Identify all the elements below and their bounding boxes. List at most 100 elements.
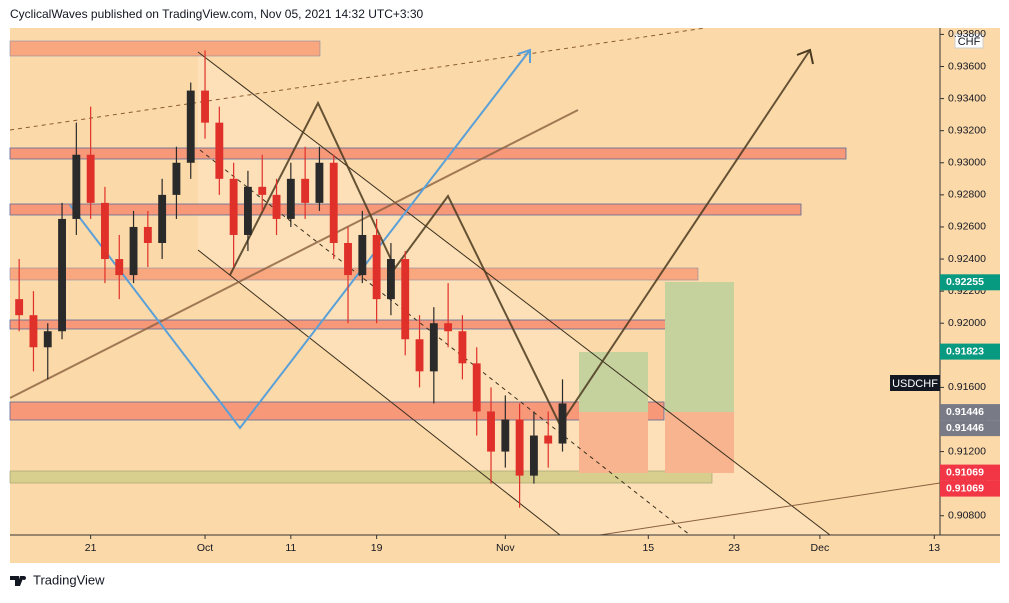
candle-body — [158, 194, 167, 243]
y-tick-label: 0.91200 — [948, 445, 986, 457]
y-tick-label: 0.92000 — [948, 317, 986, 329]
candle-body — [315, 162, 324, 203]
x-tick-label: 15 — [642, 542, 654, 554]
candle-body — [358, 234, 367, 276]
y-tick-label: 0.93600 — [948, 60, 986, 72]
logo-mark — [10, 576, 27, 586]
drawings — [9, 27, 941, 536]
projection — [229, 49, 811, 428]
target-box — [579, 352, 648, 412]
candle-body — [344, 242, 352, 276]
candle-body — [172, 162, 181, 195]
candle-body — [429, 323, 438, 372]
candle-body — [444, 323, 453, 332]
time-axis-bg — [10, 535, 1000, 563]
price-tag — [940, 464, 1000, 481]
price-tag-label: 0.92255 — [946, 276, 984, 288]
candle-body — [258, 186, 267, 195]
y-tick-label: 0.93400 — [948, 92, 986, 104]
footer: TradingView — [33, 572, 105, 587]
symbol-box — [890, 375, 940, 391]
trend-line — [599, 482, 941, 536]
stop-box — [665, 412, 734, 473]
candle-body — [329, 162, 338, 243]
logo: TradingView — [10, 572, 105, 587]
currency-box — [954, 33, 984, 49]
y-tick-label: 0.93800 — [948, 28, 986, 40]
candle-body — [415, 339, 424, 372]
target-box — [665, 282, 734, 412]
x-tick-label: 23 — [728, 542, 740, 554]
candle-body — [15, 299, 24, 316]
candle-body — [301, 178, 310, 203]
candle-body — [101, 202, 109, 260]
x-tick-label: 21 — [85, 542, 97, 554]
candle-body — [244, 186, 252, 235]
x-tick-label: 11 — [285, 542, 296, 554]
projection — [69, 49, 531, 430]
zone — [9, 203, 802, 216]
candle-body — [386, 259, 395, 300]
price-tag-label: 0.91446 — [946, 406, 984, 418]
price-tag-label: 0.91069 — [946, 466, 984, 478]
zone — [9, 147, 847, 160]
candle-body — [472, 363, 481, 412]
candles — [15, 50, 567, 508]
x-tick-label: Dec — [811, 542, 830, 554]
candle-body — [515, 419, 524, 476]
price-tag-label: 0.91446 — [946, 422, 984, 434]
candle-body — [72, 154, 81, 219]
candle-body — [286, 178, 295, 219]
candle-body — [458, 331, 467, 364]
x-tick-label: Nov — [496, 542, 515, 554]
candle-body — [143, 226, 152, 243]
x-tick-label: 13 — [928, 542, 940, 554]
candle-body — [58, 218, 66, 332]
candle-body — [529, 435, 538, 476]
price-tag-label: 0.91823 — [946, 345, 984, 357]
trend-line — [9, 27, 706, 131]
zone — [9, 401, 665, 421]
y-tick-label: 0.92600 — [948, 221, 986, 233]
currency: CHF — [958, 36, 981, 48]
price-tag-label: 0.91069 — [946, 482, 984, 494]
header: CyclicalWaves published on TradingView.c… — [10, 7, 424, 21]
candle-body — [129, 226, 138, 276]
y-tick-label: 0.92400 — [948, 253, 986, 265]
symbol: USDCHF — [892, 378, 938, 390]
x-tick-label: 19 — [371, 542, 383, 554]
candle-body — [29, 315, 38, 348]
candle-body — [544, 435, 553, 444]
candle-body — [229, 178, 238, 235]
x-tick-label: Oct — [197, 542, 213, 554]
zone — [9, 40, 321, 57]
candle-body — [43, 331, 52, 348]
price-tag — [940, 420, 1000, 437]
candle-body — [501, 419, 510, 452]
candle-body — [186, 90, 195, 163]
y-tick-label: 0.91600 — [948, 381, 986, 393]
price-tag — [940, 343, 1000, 360]
trend-line — [9, 109, 579, 399]
channel-line — [197, 249, 561, 536]
y-tick-label: 0.93200 — [948, 124, 986, 136]
zone — [9, 319, 706, 330]
candle-body — [558, 403, 567, 444]
candle-body — [115, 259, 124, 276]
y-tick-label: 0.93000 — [948, 157, 986, 169]
arrow-head — [796, 48, 814, 65]
price-tag — [940, 404, 1000, 421]
y-tick-label: 0.90800 — [948, 510, 986, 522]
stop-box — [579, 412, 648, 473]
price-tag — [940, 480, 1000, 497]
candle-body — [86, 154, 95, 203]
candle-body — [372, 234, 381, 300]
candle-body — [401, 259, 410, 340]
candle-body — [487, 411, 495, 452]
candle-body — [215, 122, 224, 179]
price-tag — [940, 274, 1000, 291]
y-tick-label: 0.92800 — [948, 189, 986, 201]
candle-body — [201, 90, 209, 123]
arrow-head — [517, 48, 531, 63]
